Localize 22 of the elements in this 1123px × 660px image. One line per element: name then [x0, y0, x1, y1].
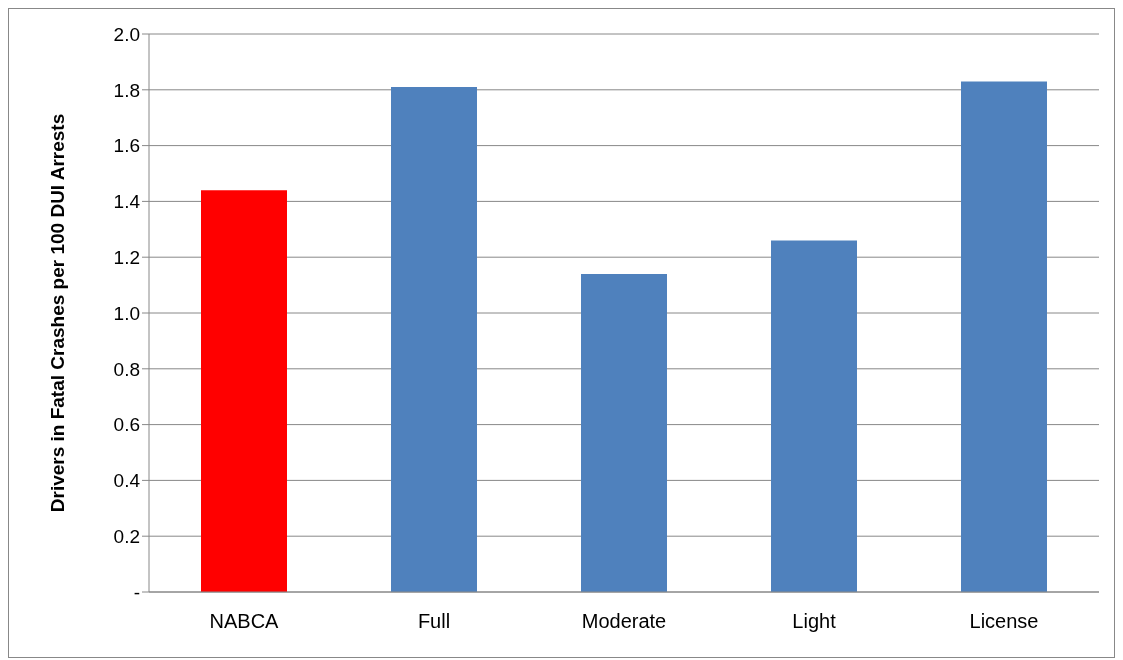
y-tick-label: 1.4 [113, 191, 141, 213]
y-tick-label: 1.0 [113, 302, 140, 324]
y-axis-title: Drivers in Fatal Crashes per 100 DUI Arrests [46, 113, 68, 513]
bar [391, 87, 477, 592]
y-tick-label: 0.4 [113, 470, 141, 492]
x-tick-label: Light [792, 610, 837, 633]
bar [961, 81, 1047, 592]
y-tick-label: 1.2 [113, 246, 140, 268]
x-tick-label: License [969, 610, 1039, 633]
y-tick-label: 0.2 [113, 525, 140, 547]
bar [581, 273, 667, 592]
x-tick-label: Moderate [581, 610, 667, 633]
bar [771, 240, 857, 592]
bar [201, 190, 287, 592]
x-tick-label: NABCA [209, 610, 280, 633]
x-tick-label: Full [417, 610, 451, 633]
y-tick-label: 0.8 [113, 358, 140, 380]
y-tick-label: 0.6 [113, 414, 140, 436]
y-tick-label: 1.6 [113, 135, 140, 157]
y-tick-label: - [133, 581, 140, 603]
y-tick-label: 1.8 [113, 79, 140, 101]
y-tick-label: 2.0 [113, 23, 140, 45]
